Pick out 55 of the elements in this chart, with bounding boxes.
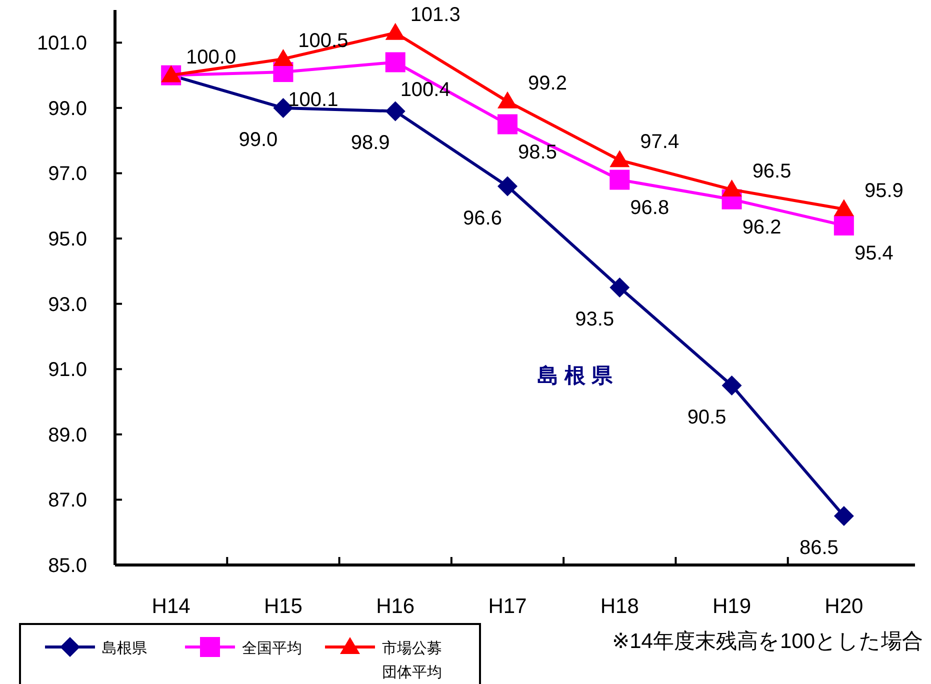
data-label: 96.2 xyxy=(742,216,782,238)
data-label: 101.3 xyxy=(410,4,460,26)
point xyxy=(610,170,630,190)
annotation: 島 根 県 xyxy=(538,364,614,388)
x-tick-label: H19 xyxy=(712,595,752,618)
y-tick-label: 91.0 xyxy=(48,359,87,382)
point xyxy=(385,52,406,72)
x-tick-label: H15 xyxy=(264,595,302,618)
legend-label: 島根県 xyxy=(102,640,147,657)
point xyxy=(385,101,406,122)
data-label: 86.5 xyxy=(799,537,838,560)
point xyxy=(610,278,630,298)
point xyxy=(834,215,854,236)
data-label: 95.4 xyxy=(854,242,894,264)
legend-label: 全国平均 xyxy=(242,640,302,657)
x-tick-label: H17 xyxy=(488,595,527,618)
data-label: 100.5 xyxy=(298,30,348,52)
data-label: 93.5 xyxy=(575,308,614,330)
data-label: 95.9 xyxy=(864,180,904,202)
data-label: 98.5 xyxy=(518,141,557,164)
y-tick-label: 93.0 xyxy=(48,294,87,316)
data-label: 100.1 xyxy=(288,89,338,112)
y-tick-label: 97.0 xyxy=(48,163,87,186)
point xyxy=(834,506,854,526)
y-tick-label: 87.0 xyxy=(48,490,87,512)
y-tick-label: 95.0 xyxy=(48,228,87,251)
point xyxy=(273,48,294,66)
data-label: 96.5 xyxy=(752,160,792,183)
x-tick-label: H16 xyxy=(376,595,415,618)
point xyxy=(385,22,406,40)
data-label: 100.0 xyxy=(186,46,236,68)
data-label: 97.4 xyxy=(640,131,680,154)
data-label: 99.0 xyxy=(238,128,278,151)
legend-label: 市場公募団体平均 xyxy=(382,640,442,681)
data-label: 90.5 xyxy=(687,406,726,428)
data-label: 99.2 xyxy=(528,72,567,94)
data-label: 96.8 xyxy=(630,196,670,219)
data-label: 98.9 xyxy=(350,132,390,154)
point xyxy=(834,199,854,216)
point xyxy=(722,375,742,396)
y-tick-label: 99.0 xyxy=(48,98,87,120)
x-tick-label: H18 xyxy=(600,595,639,618)
data-label: 100.4 xyxy=(400,79,450,102)
point xyxy=(498,91,518,108)
y-tick-label: 101.0 xyxy=(36,32,87,55)
data-label: 96.6 xyxy=(463,207,502,230)
y-tick-label: 89.0 xyxy=(48,424,87,446)
point xyxy=(498,176,518,196)
y-tick-label: 85.0 xyxy=(48,555,87,577)
text: ※14年度末残高を100とした場合 xyxy=(612,630,923,653)
point xyxy=(498,114,518,134)
point xyxy=(610,150,630,168)
x-tick-label: H14 xyxy=(152,595,191,618)
point xyxy=(722,180,742,197)
x-tick-label: H20 xyxy=(824,595,864,618)
